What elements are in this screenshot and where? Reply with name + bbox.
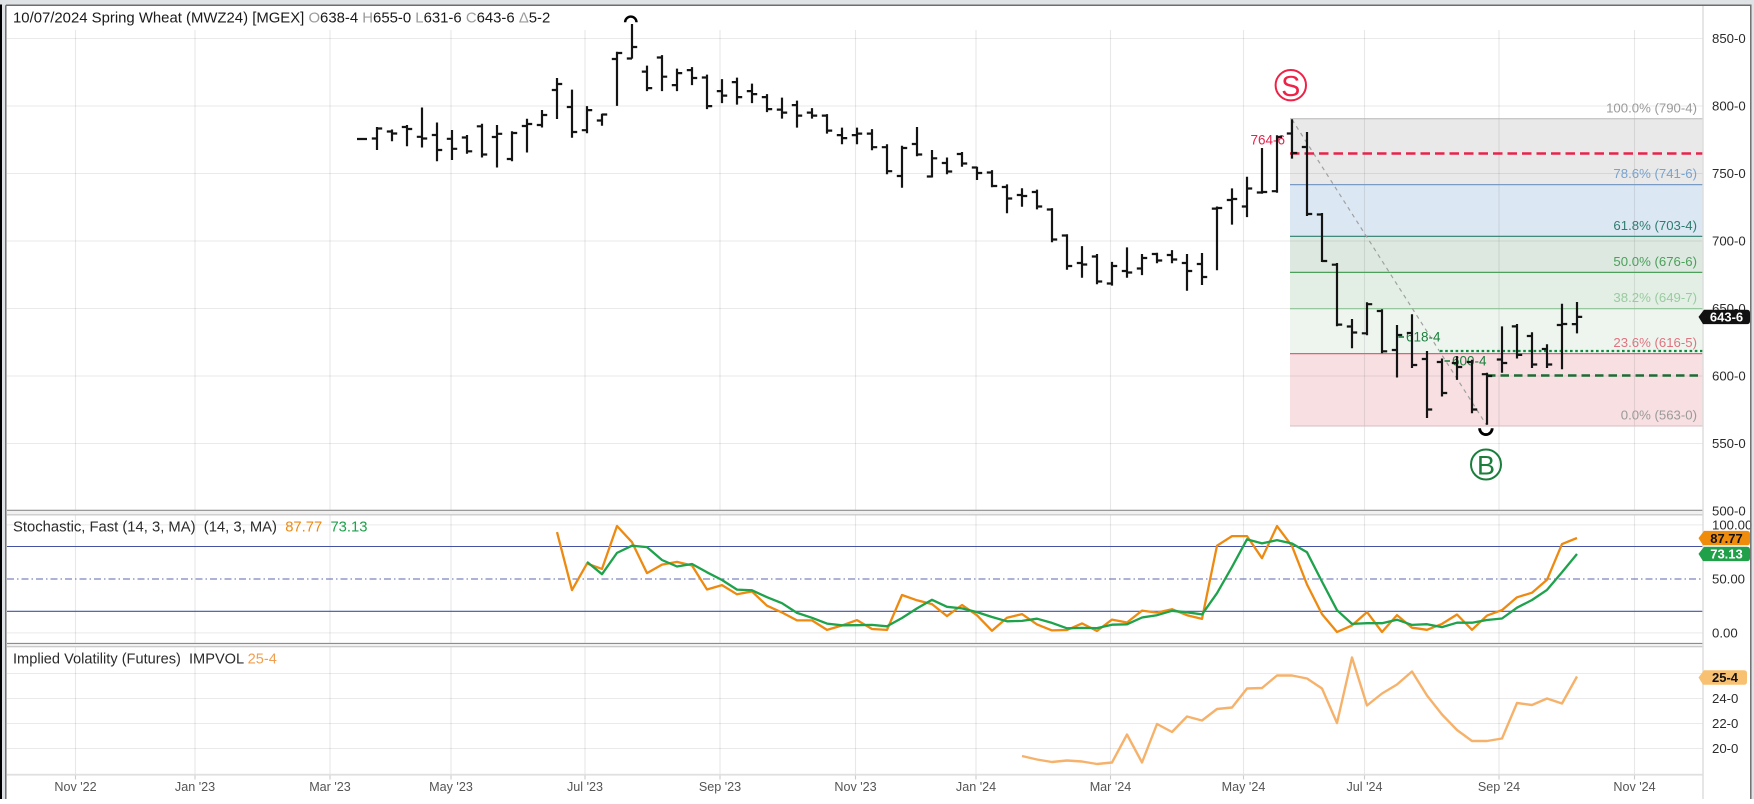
svg-text:Nov '22: Nov '22 — [54, 780, 96, 794]
svg-text:61.8% (703-4): 61.8% (703-4) — [1613, 218, 1697, 233]
svg-text:500-0: 500-0 — [1712, 504, 1746, 519]
svg-text:20-0: 20-0 — [1712, 741, 1738, 756]
svg-text:600-0: 600-0 — [1712, 369, 1746, 384]
svg-text:73.13: 73.13 — [1710, 547, 1743, 562]
svg-text:22-0: 22-0 — [1712, 716, 1738, 731]
svg-text:Implied Volatility (Futures): Implied Volatility (Futures) IMPVOL 25-4 — [13, 652, 277, 668]
svg-text:38.2% (649-7): 38.2% (649-7) — [1613, 290, 1697, 305]
svg-text:618-4: 618-4 — [1406, 330, 1441, 345]
svg-text:Sep '24: Sep '24 — [1478, 780, 1520, 794]
svg-text:B: B — [1477, 450, 1495, 480]
svg-text:700-0: 700-0 — [1712, 234, 1746, 249]
svg-text:23.6% (616-5): 23.6% (616-5) — [1613, 335, 1697, 350]
svg-text:Stochastic, Fast (14, 3, MA): Stochastic, Fast (14, 3, MA) (14, 3, MA)… — [13, 520, 367, 536]
svg-text:Jul '23: Jul '23 — [567, 780, 603, 794]
svg-text:May '23: May '23 — [429, 780, 473, 794]
svg-text:Jan '24: Jan '24 — [956, 780, 996, 794]
svg-text:May '24: May '24 — [1222, 780, 1266, 794]
svg-text:50.00: 50.00 — [1712, 572, 1745, 587]
svg-text:100.0% (790-4): 100.0% (790-4) — [1606, 100, 1697, 115]
svg-text:750-0: 750-0 — [1712, 166, 1746, 181]
svg-text:Mar '24: Mar '24 — [1090, 780, 1132, 794]
svg-text:10/07/2024 Spring Wheat (MWZ24: 10/07/2024 Spring Wheat (MWZ24) [MGEX] O… — [13, 11, 550, 27]
svg-text:78.6% (741-6): 78.6% (741-6) — [1613, 166, 1697, 181]
svg-text:25-4: 25-4 — [1712, 670, 1739, 685]
svg-text:Nov '24: Nov '24 — [1613, 780, 1655, 794]
svg-text:S: S — [1281, 71, 1300, 103]
svg-text:0.0% (563-0): 0.0% (563-0) — [1621, 408, 1697, 423]
svg-text:Jul '24: Jul '24 — [1346, 780, 1382, 794]
svg-text:Jan '23: Jan '23 — [175, 780, 215, 794]
svg-text:643-6: 643-6 — [1710, 310, 1743, 325]
svg-text:850-0: 850-0 — [1712, 31, 1746, 46]
svg-text:550-0: 550-0 — [1712, 436, 1746, 451]
svg-text:764-6: 764-6 — [1250, 133, 1285, 148]
svg-text:800-0: 800-0 — [1712, 99, 1746, 114]
svg-text:Nov '23: Nov '23 — [834, 780, 876, 794]
svg-text:50.0% (676-6): 50.0% (676-6) — [1613, 254, 1697, 269]
svg-text:87.77: 87.77 — [1710, 531, 1743, 546]
svg-text:Mar '23: Mar '23 — [309, 780, 351, 794]
svg-text:0.00: 0.00 — [1712, 626, 1738, 641]
svg-text:100.00: 100.00 — [1712, 518, 1752, 533]
svg-text:Sep '23: Sep '23 — [699, 780, 741, 794]
svg-text:24-0: 24-0 — [1712, 691, 1738, 706]
